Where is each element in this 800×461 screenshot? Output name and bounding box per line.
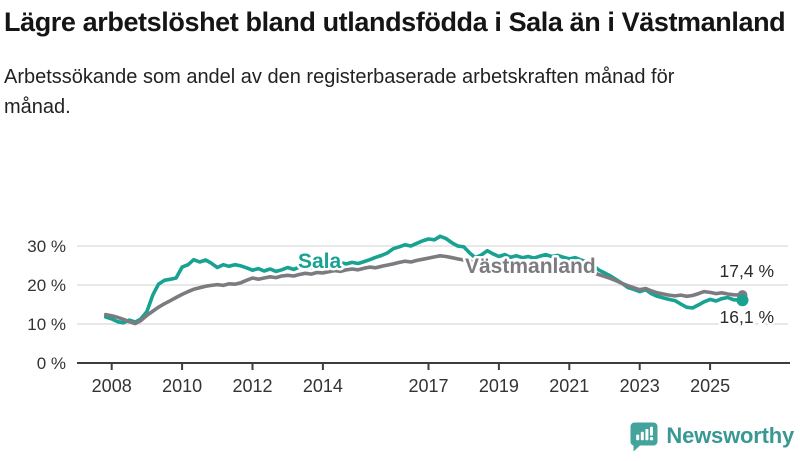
x-tick-label: 2023 <box>620 376 660 396</box>
x-tick-label: 2010 <box>162 376 202 396</box>
newsworthy-logo-icon <box>630 422 658 451</box>
y-tick-label: 10 % <box>27 315 66 334</box>
x-tick-label: 2019 <box>479 376 519 396</box>
unemployment-line-chart-svg: 0 % 10 % 20 % 30 % 2008 2010 2012 2014 2017 2019 2… <box>27 234 790 396</box>
y-tick-label: 20 % <box>27 276 66 295</box>
line-chart: 0 % 10 % 20 % 30 % 2008 2010 2012 2014 2017 2019 2… <box>0 211 800 456</box>
speech-bubble-shape <box>630 422 658 451</box>
x-tick-label: 2012 <box>232 376 272 396</box>
end-value-label-sala: 16,1 % <box>720 307 774 327</box>
x-tick-label: 2025 <box>690 376 730 396</box>
series-label-vstmanland: Västmanland <box>465 255 596 278</box>
sala-line <box>103 234 745 325</box>
end-value-label-vstmanland: 17,4 % <box>720 261 774 281</box>
y-tick-label: 30 % <box>27 237 66 256</box>
page-title: Lägre arbetslöshet bland utlandsfödda i … <box>4 7 786 37</box>
chart-subtitle: Arbetssökande som andel av den registerb… <box>4 65 675 118</box>
x-tick-label: 2008 <box>92 376 132 396</box>
newsworthy-branding: Newsworthy <box>629 419 794 453</box>
x-tick-label: 2014 <box>303 376 343 396</box>
x-tick-label: 2021 <box>549 376 589 396</box>
brand-name: Newsworthy <box>666 423 794 448</box>
x-tick-label: 2017 <box>408 376 448 396</box>
sala-end-dot <box>736 294 749 307</box>
y-tick-label: 0 % <box>37 354 66 373</box>
vstmanland-line <box>103 253 745 326</box>
series-label-sala: Sala <box>298 250 342 273</box>
